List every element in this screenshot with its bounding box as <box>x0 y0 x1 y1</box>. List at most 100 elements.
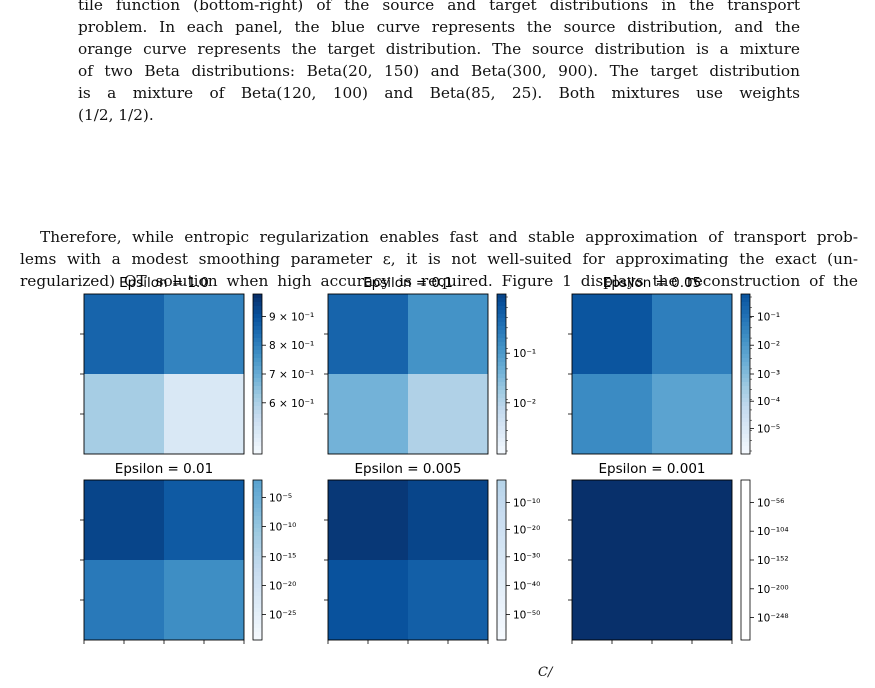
colorbar-segment <box>497 430 506 435</box>
figure-caption-continued: tile function (bottom-right) of the sour… <box>78 0 800 126</box>
colorbar-segment <box>741 378 750 383</box>
colorbar-segment <box>741 620 750 625</box>
colorbar-segment <box>741 516 750 521</box>
colorbar-segment <box>741 612 750 617</box>
colorbar-segment <box>741 354 750 359</box>
colorbar-segment <box>497 374 506 379</box>
colorbar-segment <box>741 556 750 561</box>
colorbar-tick-label: 10⁻²⁵ <box>269 609 296 621</box>
colorbar-segment <box>497 628 506 633</box>
colorbar-segment <box>741 302 750 307</box>
colorbar-segment <box>253 628 262 633</box>
colorbar-tick-label: 10⁻¹ <box>513 348 536 360</box>
heatmap-cell <box>328 480 408 560</box>
colorbar-segment <box>497 334 506 339</box>
colorbar-segment <box>497 294 506 299</box>
colorbar-segment <box>741 576 750 581</box>
colorbar-segment <box>741 532 750 537</box>
colorbar-tick-label: 8 × 10⁻¹ <box>269 340 314 352</box>
colorbar-segment <box>741 430 750 435</box>
colorbar-segment <box>253 382 262 387</box>
heatmap-cell <box>408 560 488 640</box>
colorbar-segment <box>253 488 262 493</box>
heatmap-cell <box>84 560 164 640</box>
colorbar-segment <box>741 442 750 447</box>
colorbar-segment <box>253 330 262 335</box>
colorbar-segment <box>741 334 750 339</box>
colorbar-segment <box>741 426 750 431</box>
colorbar-segment <box>253 410 262 415</box>
colorbar-segment <box>741 342 750 347</box>
colorbar-segment <box>741 604 750 609</box>
colorbar-segment <box>497 418 506 423</box>
colorbar-segment <box>497 302 506 307</box>
colorbar-segment <box>253 378 262 383</box>
colorbar-segment <box>497 520 506 525</box>
colorbar-segment <box>497 624 506 629</box>
heatmap-cell <box>328 294 408 374</box>
colorbar-segment <box>253 540 262 545</box>
colorbar-segment <box>253 564 262 569</box>
colorbar-segment <box>253 422 262 427</box>
colorbar-segment <box>497 564 506 569</box>
colorbar-segment <box>253 568 262 573</box>
heatmap-cell <box>652 294 732 374</box>
colorbar-segment <box>253 310 262 315</box>
colorbar-segment <box>741 520 750 525</box>
heatmap-cell <box>328 374 408 454</box>
colorbar-segment <box>253 616 262 621</box>
panel-title: Epsilon = 0.1 <box>363 275 453 291</box>
colorbar-segment <box>497 608 506 613</box>
colorbar-segment <box>741 358 750 363</box>
colorbar-segment <box>497 592 506 597</box>
colorbar-segment <box>741 298 750 303</box>
heatmap-cell <box>84 374 164 454</box>
colorbar-segment <box>497 350 506 355</box>
colorbar-tick-label: 10⁻³⁰ <box>513 552 540 564</box>
colorbar-segment <box>741 492 750 497</box>
colorbar-segment <box>497 544 506 549</box>
colorbar-segment <box>253 366 262 371</box>
colorbar-segment <box>497 370 506 375</box>
heatmap-cell <box>84 480 164 560</box>
caption-line: orange curve represents the target distr… <box>78 40 800 58</box>
colorbar-segment <box>253 358 262 363</box>
colorbar-segment <box>741 414 750 419</box>
colorbar-tick-label: 10⁻³ <box>757 369 780 381</box>
colorbar-segment <box>741 624 750 629</box>
colorbar-segment <box>497 406 506 411</box>
colorbar-tick-label: 10⁻¹⁵ <box>269 552 296 564</box>
heatmap-cell <box>572 294 652 374</box>
colorbar-segment <box>253 524 262 529</box>
colorbar-segment <box>497 446 506 451</box>
colorbar-segment <box>741 480 750 485</box>
colorbar-segment <box>741 548 750 553</box>
colorbar-segment <box>497 588 506 593</box>
colorbar-segment <box>253 632 262 637</box>
colorbar-segment <box>741 394 750 399</box>
colorbar-segment <box>741 596 750 601</box>
colorbar-segment <box>741 592 750 597</box>
colorbar-segment <box>253 500 262 505</box>
colorbar-segment <box>253 354 262 359</box>
colorbar-segment <box>497 318 506 323</box>
colorbar-segment <box>741 616 750 621</box>
colorbar-segment <box>497 548 506 553</box>
heatmap-cell <box>652 560 732 640</box>
colorbar-segment <box>253 294 262 299</box>
colorbar-segment <box>741 402 750 407</box>
colorbar-segment <box>497 636 506 641</box>
colorbar-segment <box>497 512 506 517</box>
colorbar-segment <box>497 426 506 431</box>
colorbar-tick-label: 10⁻¹⁰ <box>513 497 540 509</box>
colorbar-segment <box>497 560 506 565</box>
heatmap-cell <box>572 374 652 454</box>
colorbar-segment <box>741 446 750 451</box>
colorbar-segment <box>741 500 750 505</box>
colorbar-segment <box>497 516 506 521</box>
colorbar-segment <box>497 568 506 573</box>
colorbar-segment <box>253 620 262 625</box>
colorbar-segment <box>741 524 750 529</box>
colorbar-segment <box>253 406 262 411</box>
colorbar-segment <box>497 596 506 601</box>
